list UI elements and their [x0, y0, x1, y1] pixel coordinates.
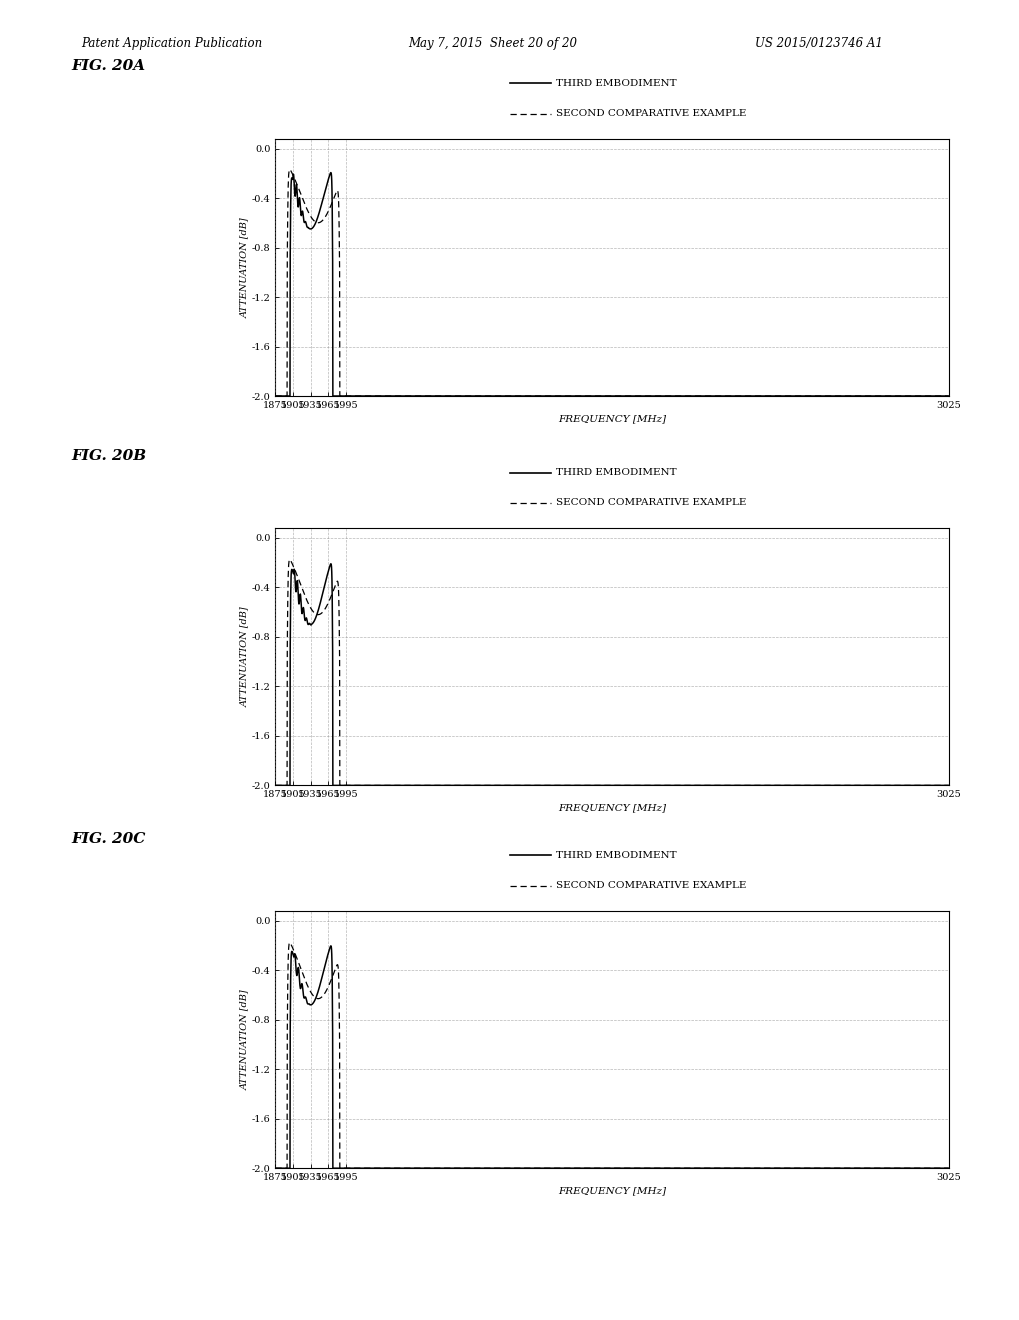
Text: Patent Application Publication: Patent Application Publication: [82, 37, 263, 50]
Y-axis label: ATTENUATION [dB]: ATTENUATION [dB]: [239, 216, 249, 318]
Y-axis label: ATTENUATION [dB]: ATTENUATION [dB]: [239, 606, 249, 708]
Text: FIG. 20B: FIG. 20B: [71, 449, 147, 463]
Text: THIRD EMBODIMENT: THIRD EMBODIMENT: [555, 469, 676, 477]
X-axis label: FREQUENCY [MHz]: FREQUENCY [MHz]: [557, 804, 665, 812]
X-axis label: FREQUENCY [MHz]: FREQUENCY [MHz]: [557, 1187, 665, 1195]
Text: THIRD EMBODIMENT: THIRD EMBODIMENT: [555, 851, 676, 859]
Y-axis label: ATTENUATION [dB]: ATTENUATION [dB]: [239, 989, 249, 1090]
Text: THIRD EMBODIMENT: THIRD EMBODIMENT: [555, 79, 676, 87]
Text: FIG. 20C: FIG. 20C: [71, 832, 146, 846]
Text: SECOND COMPARATIVE EXAMPLE: SECOND COMPARATIVE EXAMPLE: [555, 882, 746, 890]
Text: May 7, 2015  Sheet 20 of 20: May 7, 2015 Sheet 20 of 20: [408, 37, 577, 50]
Text: SECOND COMPARATIVE EXAMPLE: SECOND COMPARATIVE EXAMPLE: [555, 110, 746, 117]
Text: FIG. 20A: FIG. 20A: [71, 59, 146, 74]
X-axis label: FREQUENCY [MHz]: FREQUENCY [MHz]: [557, 414, 665, 422]
Text: SECOND COMPARATIVE EXAMPLE: SECOND COMPARATIVE EXAMPLE: [555, 499, 746, 507]
Text: US 2015/0123746 A1: US 2015/0123746 A1: [754, 37, 881, 50]
